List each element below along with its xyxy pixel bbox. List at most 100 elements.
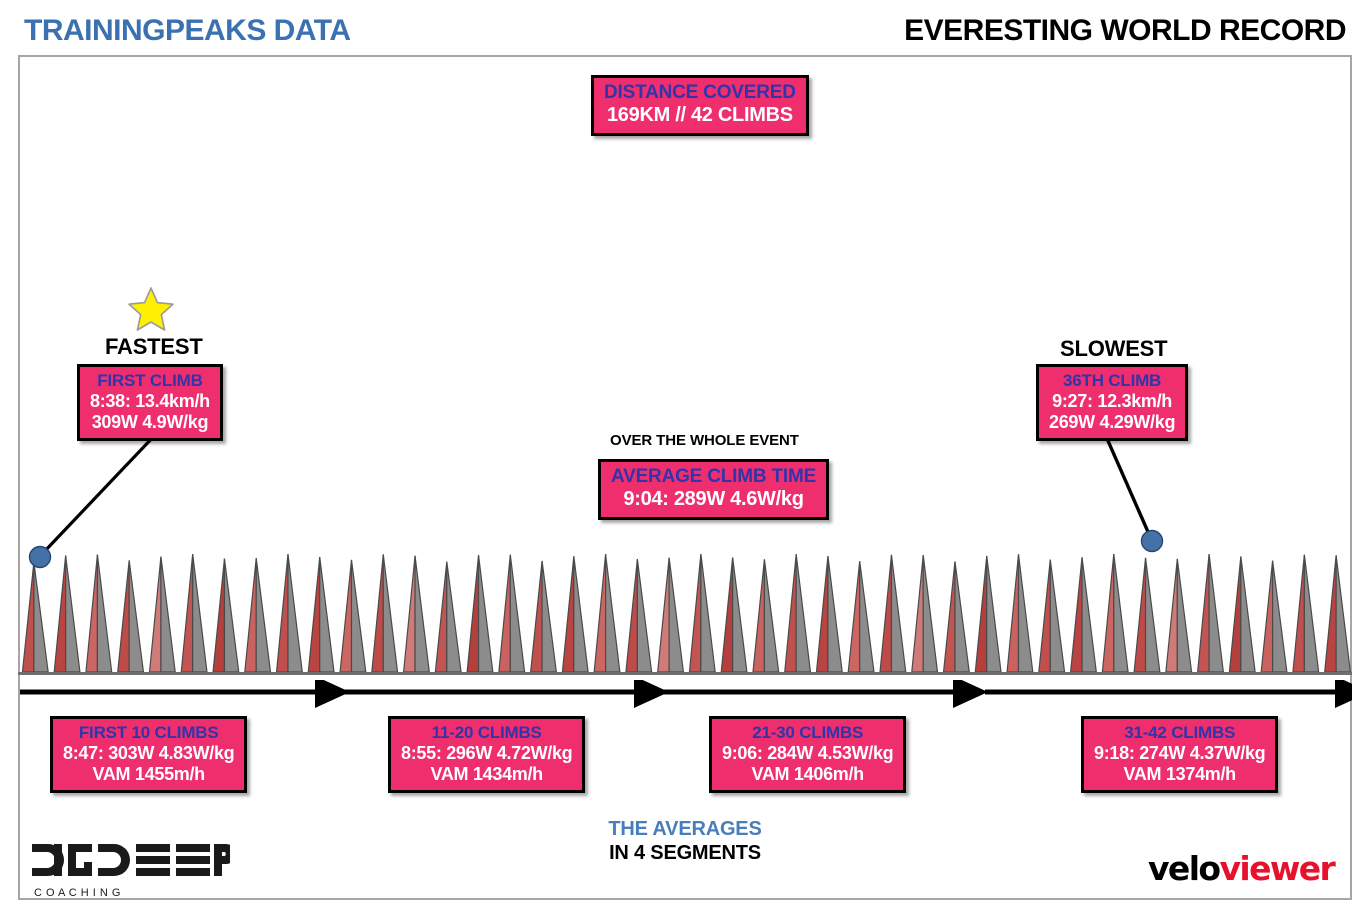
fastest-caption: FASTEST — [105, 334, 203, 359]
climb-descent — [1081, 557, 1097, 673]
segment-arrows — [20, 680, 1352, 708]
climb-descent — [1049, 559, 1066, 673]
climb-descent — [1144, 557, 1161, 673]
climb-descent — [382, 554, 399, 673]
climb-descent — [573, 556, 589, 673]
climb-descent — [986, 555, 1002, 673]
climb-ascent — [815, 556, 829, 673]
climb-descent — [160, 556, 176, 673]
climb-ascent — [1165, 558, 1178, 673]
climb-ascent — [339, 559, 353, 673]
header-left-title: TRAININGPEAKS DATA — [24, 14, 351, 47]
averages-caption: THE AVERAGES — [608, 818, 762, 840]
veloviewer-logo-part2: viewer — [1219, 849, 1335, 888]
climb-descent — [636, 559, 653, 673]
segment-3-title: 21-30 CLIMBS — [752, 723, 864, 742]
climb-ascent — [593, 554, 607, 673]
climb-ascent — [307, 557, 321, 673]
climb-ascent — [752, 559, 766, 673]
climb-descent — [795, 554, 812, 673]
segment-4-line2: VAM 1374m/h — [1123, 763, 1236, 784]
segment-box-2: 11-20 CLIMBS 8:55: 296W 4.72W/kg VAM 143… — [388, 716, 586, 794]
climb-ascent — [1069, 557, 1083, 673]
climb-ascent — [212, 558, 226, 673]
climb-descent — [1176, 558, 1193, 673]
climb-ascent — [498, 554, 511, 673]
distance-covered-value: 169KM // 42 CLIMBS — [606, 104, 793, 127]
climb-descent — [1240, 556, 1256, 673]
segment-1-line1: 8:47: 303W 4.83W/kg — [63, 742, 235, 763]
climb-ascent — [1101, 553, 1115, 673]
whole-event-caption: OVER THE WHOLE EVENT — [610, 432, 799, 449]
climb-descent — [223, 558, 240, 673]
climb-ascent — [688, 553, 702, 673]
slowest-climb-box: 36TH CLIMB 9:27: 12.3km/h 269W 4.29W/kg — [1036, 364, 1189, 442]
segment-box-4: 31-42 CLIMBS 9:18: 274W 4.37W/kg VAM 137… — [1081, 716, 1279, 794]
climb-ascent — [180, 554, 194, 673]
segment-box-3: 21-30 CLIMBS 9:06: 284W 4.53W/kg VAM 140… — [709, 716, 907, 794]
climb-ascent — [942, 561, 956, 673]
slowest-climb-title: 36TH CLIMB — [1063, 371, 1162, 390]
climb-ascent — [657, 557, 670, 673]
fastest-climb-line2: 309W 4.9W/kg — [91, 411, 209, 432]
climb-ascent — [117, 560, 130, 673]
climb-ascent — [561, 556, 575, 673]
distance-covered-title: DISTANCE COVERED — [604, 82, 796, 103]
segment-3-line2: VAM 1406m/h — [751, 763, 864, 784]
climb-descent — [128, 560, 145, 673]
average-climb-value: 9:04: 289W 4.6W/kg — [623, 488, 804, 511]
slowest-caption: SLOWEST — [1060, 336, 1168, 361]
climb-descent — [287, 553, 303, 673]
climb-descent — [65, 555, 81, 673]
fastest-climb-box: FIRST CLIMB 8:38: 13.4km/h 309W 4.9W/kg — [77, 364, 223, 442]
climb-descent — [890, 554, 907, 673]
climb-descent — [414, 555, 430, 673]
fastest-climb-title: FIRST CLIMB — [97, 371, 203, 390]
climb-ascent — [53, 555, 67, 673]
slowest-climb-line1: 9:27: 12.3km/h — [1052, 390, 1173, 411]
segment-1-title: FIRST 10 CLIMBS — [78, 723, 219, 742]
segments-caption: IN 4 SEGMENTS — [609, 842, 761, 864]
header-right-title: EVERESTING WORLD RECORD — [904, 14, 1346, 47]
climb-ascent — [529, 560, 543, 673]
climb-descent — [477, 555, 494, 673]
climb-descent — [700, 553, 716, 673]
climb-ascent — [974, 555, 988, 673]
segment-2-title: 11-20 CLIMBS — [431, 723, 542, 742]
climb-ascent — [402, 555, 416, 673]
digdeep-coaching-sublabel: C O A C H I N G — [34, 887, 121, 899]
climb-ascent — [911, 554, 924, 673]
climb-ascent — [434, 561, 448, 673]
climb-ascent — [784, 554, 797, 673]
star-icon — [128, 287, 174, 331]
profile-baseline — [18, 672, 1352, 675]
climb-ascent — [1196, 554, 1210, 673]
climb-ascent — [847, 561, 861, 673]
climb-descent — [33, 562, 49, 673]
climb-ascent — [1260, 560, 1274, 673]
climb-descent — [509, 554, 526, 673]
climb-ascent — [625, 559, 638, 673]
segment-4-title: 31-42 CLIMBS — [1124, 723, 1236, 742]
climb-descent — [922, 554, 939, 673]
climb-descent — [732, 557, 748, 673]
climb-descent — [255, 558, 272, 673]
climb-ascent — [1133, 557, 1147, 673]
elevation-profile-chart — [18, 553, 1352, 675]
climb-ascent — [85, 554, 99, 673]
climb-descent — [1113, 553, 1129, 673]
climb-descent — [859, 561, 875, 673]
climb-descent — [319, 556, 335, 673]
climb-descent — [192, 554, 208, 673]
climb-descent — [1303, 554, 1320, 673]
climb-descent — [604, 554, 621, 673]
fastest-climb-line1: 8:38: 13.4km/h — [90, 390, 210, 411]
climb-ascent — [466, 555, 480, 673]
veloviewer-logo: veloviewer — [1148, 849, 1336, 888]
segment-box-1: FIRST 10 CLIMBS 8:47: 303W 4.83W/kg VAM … — [50, 716, 248, 794]
climb-ascent — [879, 554, 893, 673]
climb-descent — [1017, 554, 1034, 673]
climb-descent — [350, 559, 367, 673]
climb-ascent — [371, 554, 384, 673]
